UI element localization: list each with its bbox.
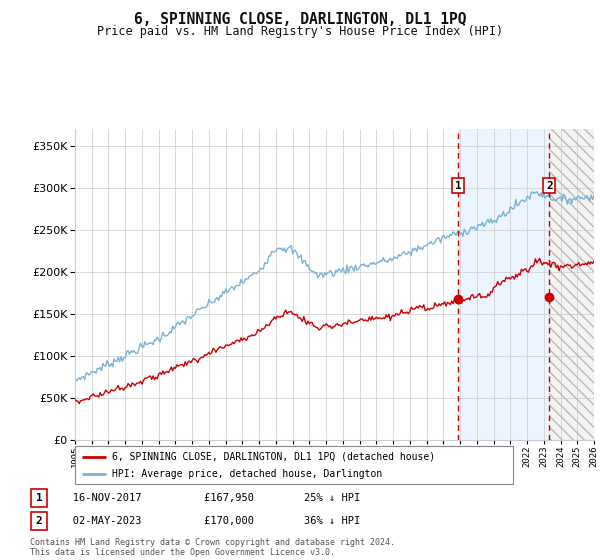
Text: Price paid vs. HM Land Registry's House Price Index (HPI): Price paid vs. HM Land Registry's House … bbox=[97, 25, 503, 38]
Text: 02-MAY-2023          £170,000        36% ↓ HPI: 02-MAY-2023 £170,000 36% ↓ HPI bbox=[54, 516, 360, 526]
Text: 1: 1 bbox=[35, 493, 43, 503]
FancyBboxPatch shape bbox=[31, 489, 47, 507]
FancyBboxPatch shape bbox=[75, 446, 513, 484]
Bar bbox=[549, 129, 594, 440]
Text: 16-NOV-2017          £167,950        25% ↓ HPI: 16-NOV-2017 £167,950 25% ↓ HPI bbox=[54, 493, 360, 503]
Text: 2: 2 bbox=[35, 516, 43, 526]
FancyBboxPatch shape bbox=[31, 512, 47, 530]
Text: Contains HM Land Registry data © Crown copyright and database right 2024.
This d: Contains HM Land Registry data © Crown c… bbox=[30, 538, 395, 557]
Text: HPI: Average price, detached house, Darlington: HPI: Average price, detached house, Darl… bbox=[112, 469, 382, 479]
Bar bbox=[458, 129, 549, 440]
Text: 6, SPINNING CLOSE, DARLINGTON, DL1 1PQ (detached house): 6, SPINNING CLOSE, DARLINGTON, DL1 1PQ (… bbox=[112, 451, 436, 461]
Bar bbox=[549, 129, 594, 440]
Text: 2: 2 bbox=[546, 181, 553, 191]
Text: 6, SPINNING CLOSE, DARLINGTON, DL1 1PQ: 6, SPINNING CLOSE, DARLINGTON, DL1 1PQ bbox=[134, 12, 466, 27]
Text: 1: 1 bbox=[455, 181, 461, 191]
